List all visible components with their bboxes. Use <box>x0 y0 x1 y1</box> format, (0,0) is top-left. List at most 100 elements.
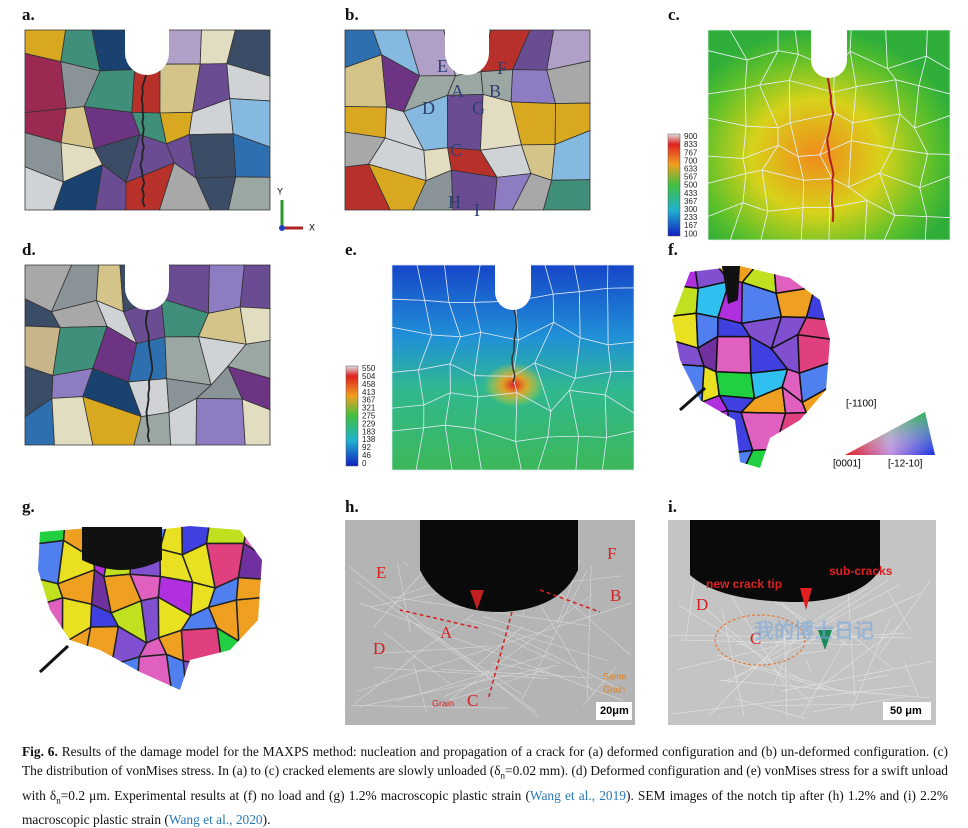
grain <box>602 430 635 471</box>
citation-link[interactable]: Wang et al., 2019 <box>529 787 626 803</box>
sem-label: Same <box>603 671 627 681</box>
grain <box>715 335 752 374</box>
grain <box>242 666 262 690</box>
crack <box>139 74 147 208</box>
grain-label: C <box>450 140 462 160</box>
stress-hotspot <box>484 363 544 407</box>
grain <box>697 409 731 455</box>
citation-link[interactable]: Wang et al., 2020 <box>168 812 263 828</box>
grain <box>51 654 87 690</box>
sem-label: C <box>467 691 478 710</box>
sem-texture <box>440 669 593 679</box>
sem-texture <box>724 585 785 685</box>
arrow-head <box>800 588 812 610</box>
sem-texture <box>373 667 549 679</box>
grain-map <box>344 29 591 211</box>
sem-label: sub-cracks <box>829 564 893 578</box>
grain <box>82 654 116 690</box>
grain <box>804 411 830 447</box>
grain-map <box>24 29 271 211</box>
panel-label: f. <box>668 240 678 259</box>
grain-label: A <box>451 81 464 101</box>
notch <box>125 29 169 75</box>
panel-label: g. <box>22 497 35 516</box>
grain <box>798 360 830 404</box>
sem-texture <box>850 618 891 712</box>
sem-texture <box>587 565 592 700</box>
notch <box>811 29 847 78</box>
sem-texture <box>720 657 827 690</box>
colorbar-label: 550 <box>362 364 376 373</box>
arrow <box>399 609 479 629</box>
caption-text: Results of the damage model for the MAXP… <box>22 744 948 778</box>
grain-map <box>391 264 635 471</box>
sem-texture <box>397 563 411 634</box>
notch <box>82 527 162 570</box>
colorbar-label: 300 <box>684 205 698 214</box>
grain-label: I <box>474 200 480 220</box>
grain <box>803 266 830 290</box>
colorbar-label: 567 <box>684 173 698 182</box>
caption-sub: n <box>56 795 61 806</box>
grain <box>188 133 237 179</box>
grain <box>24 52 67 114</box>
sem-texture <box>783 627 788 716</box>
sem-texture <box>887 591 912 631</box>
sem-label: Grain <box>603 684 625 694</box>
grain <box>235 596 262 643</box>
grain <box>205 526 250 545</box>
sem-label: F <box>607 544 616 563</box>
sem-texture <box>403 561 408 567</box>
colorbar-label: 321 <box>362 404 376 413</box>
sem-label: A <box>440 623 453 642</box>
caption-text: ). <box>262 812 271 828</box>
colorbar-label: 233 <box>684 213 698 222</box>
grain <box>924 216 951 241</box>
sem-texture <box>878 580 931 656</box>
grain <box>774 445 807 468</box>
notch <box>722 266 740 304</box>
sem-texture <box>727 580 889 684</box>
axis-origin <box>279 225 285 231</box>
sem-texture <box>677 604 804 682</box>
sem-texture <box>350 705 509 709</box>
sem-label: C <box>750 629 761 648</box>
colorbar-label: 767 <box>684 148 698 157</box>
watermark: 我的博士日记 <box>754 619 874 643</box>
sem-texture <box>702 605 813 704</box>
sem-texture <box>348 566 539 718</box>
grain <box>218 666 247 690</box>
sem-texture <box>450 594 593 700</box>
notch <box>445 29 489 75</box>
panel-label: d. <box>22 240 36 259</box>
sem-label: D <box>696 595 708 614</box>
crack <box>826 77 835 223</box>
notch <box>495 264 531 310</box>
sem-texture <box>780 660 933 692</box>
grain <box>672 362 705 404</box>
grain-label: G <box>472 98 485 118</box>
colorbar-label: 92 <box>362 443 371 452</box>
sem-texture <box>770 623 801 690</box>
sem-texture <box>685 576 696 639</box>
axis-label: Y <box>277 186 283 196</box>
sem-texture <box>831 617 894 670</box>
grain-label: F <box>497 58 507 78</box>
sem-texture <box>354 656 417 704</box>
sem-texture <box>483 616 555 639</box>
sem-texture <box>865 593 921 618</box>
sem-texture <box>903 662 919 696</box>
grain <box>165 653 188 690</box>
grain <box>239 264 271 309</box>
figure: a. b. c. d. e. f. g. h. i. E F A B D G C… <box>22 5 951 725</box>
sem-texture <box>823 609 883 634</box>
ipf-label: [0001] <box>833 459 861 470</box>
grain <box>773 266 816 295</box>
grain-outline <box>714 614 806 666</box>
ipf-label: [-12-10] <box>888 459 923 470</box>
sem-texture <box>467 619 609 662</box>
grain <box>542 179 591 211</box>
grain <box>110 655 141 690</box>
sem-texture <box>671 685 911 715</box>
grain <box>715 370 756 400</box>
